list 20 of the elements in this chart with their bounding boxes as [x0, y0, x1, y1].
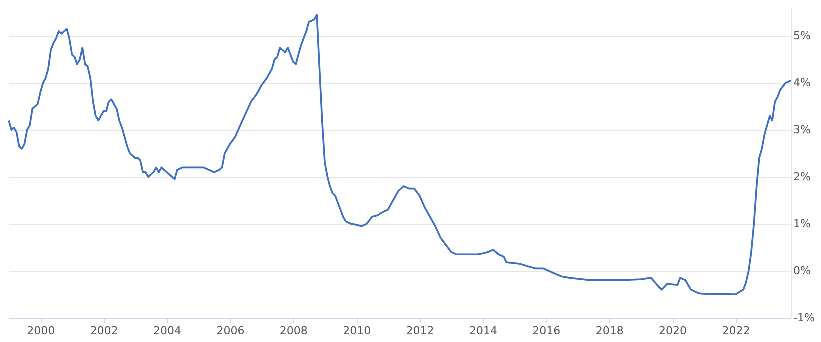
- y-tick-label: 2%: [794, 170, 811, 184]
- line-series: [8, 14, 792, 296]
- x-tick-label: 2022: [722, 324, 750, 338]
- x-tick-label: 2018: [596, 324, 624, 338]
- x-tick-label: 2012: [406, 324, 434, 338]
- x-tick-label: 2006: [216, 324, 245, 338]
- x-tick-label: 2014: [470, 324, 498, 338]
- y-tick-label: 0%: [794, 264, 811, 278]
- y-tick-label: 3%: [794, 124, 811, 137]
- x-tick-label: 2010: [343, 324, 372, 338]
- x-tick-label: 2020: [659, 324, 688, 338]
- x-tick-label: 2000: [27, 324, 56, 338]
- y-tick-label: 4%: [794, 76, 811, 90]
- y-tick-label: -1%: [794, 312, 815, 324]
- y-tick-label: 5%: [794, 30, 811, 43]
- x-tick-label: 2016: [532, 324, 561, 338]
- x-tick-label: 2002: [90, 324, 118, 338]
- y-tick-label: 1%: [794, 218, 811, 231]
- x-tick-label: 2008: [280, 324, 308, 338]
- x-tick-label: 2004: [153, 324, 182, 338]
